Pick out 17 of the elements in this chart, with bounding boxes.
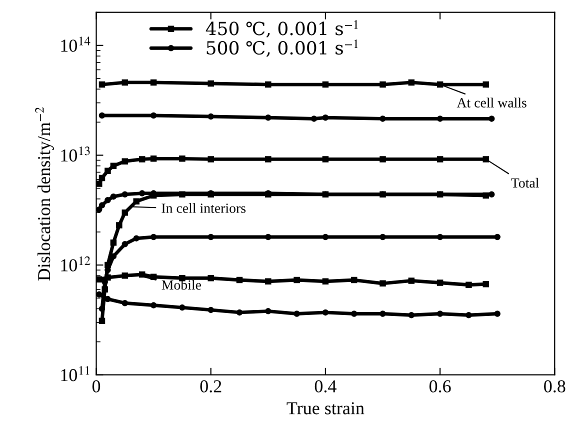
y-tick-label: 10$^{14}$ bbox=[61, 36, 90, 52]
y-tick-label: 10$^{13}$ bbox=[61, 146, 90, 162]
annotation: Total bbox=[511, 178, 539, 188]
x-tick-label: 0.4 bbox=[314, 380, 336, 392]
annotation: At cell walls bbox=[456, 98, 526, 108]
y-tick-label: 10$^{11}$ bbox=[61, 366, 90, 382]
x-tick-label: 0.6 bbox=[429, 380, 451, 392]
legend-label: 500 ℃, 0.001 s$^{−1}$ bbox=[206, 39, 358, 57]
annotation: In cell interiors bbox=[162, 203, 246, 213]
legend-label: 450 ℃, 0.001 s$^{−1}$ bbox=[206, 20, 358, 38]
x-axis-title: True strain bbox=[286, 402, 364, 414]
x-tick-label: 0.8 bbox=[544, 380, 566, 392]
annotation: Mobile bbox=[162, 280, 202, 290]
x-tick-label: 0 bbox=[92, 380, 100, 392]
y-tick-label: 10$^{12}$ bbox=[61, 256, 90, 272]
y-axis-title: Dislocation density/m$^{−2}$ bbox=[35, 107, 54, 281]
x-tick-label: 0.2 bbox=[200, 380, 222, 392]
